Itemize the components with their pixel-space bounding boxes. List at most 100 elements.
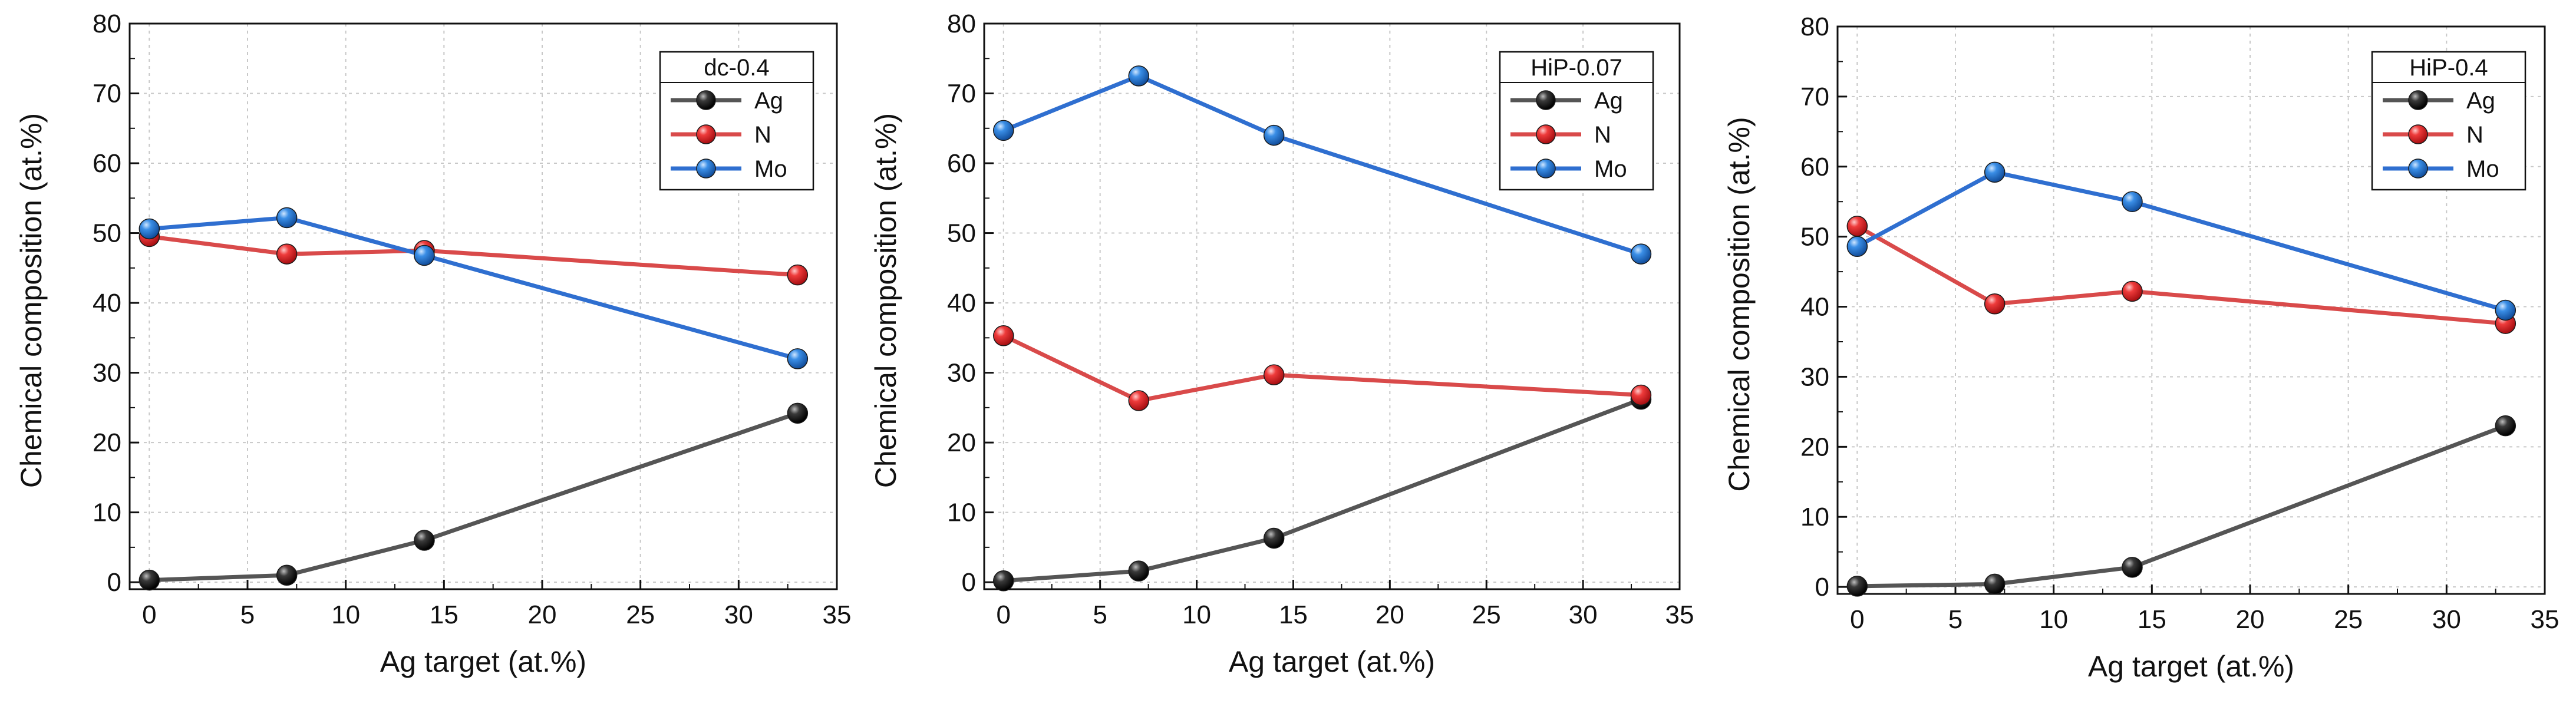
x-tick-label: 5 bbox=[240, 600, 255, 629]
series-markers bbox=[993, 65, 1652, 592]
x-tick-label: 35 bbox=[823, 600, 852, 629]
data-point-mo bbox=[1630, 243, 1652, 265]
data-point-mo bbox=[1984, 161, 2006, 183]
data-point-ag bbox=[1846, 576, 1868, 597]
x-tick-labels: 0 5 10 15 20 25 30 35 bbox=[997, 600, 1694, 629]
y-tick-label: 70 bbox=[1800, 82, 1829, 111]
chart-panel-3: 0 10 20 30 40 50 60 70 80 0 5 10 15 20 2… bbox=[1723, 12, 2559, 683]
data-point-ag bbox=[1984, 573, 2006, 595]
series-line-n bbox=[1856, 224, 2506, 326]
series-lines bbox=[149, 215, 799, 583]
series-lines bbox=[1856, 170, 2506, 589]
data-point-ag bbox=[787, 402, 809, 424]
x-tick-label: 20 bbox=[2236, 605, 2265, 634]
y-tick-label: 50 bbox=[1800, 223, 1829, 252]
data-point-mo bbox=[993, 120, 1014, 141]
y-axis-ticks bbox=[130, 22, 139, 583]
x-tick-label: 10 bbox=[331, 600, 360, 629]
y-axis-ticks bbox=[1838, 25, 1847, 588]
legend-label-mo: Mo bbox=[2466, 156, 2499, 182]
series-line-ag bbox=[149, 411, 799, 583]
y-tick-labels: 0 10 20 30 40 50 60 70 80 bbox=[1800, 12, 1829, 602]
x-tick-label: 10 bbox=[1182, 600, 1211, 629]
y-tick-label: 70 bbox=[93, 80, 121, 108]
series-line-ag bbox=[1857, 424, 2506, 589]
x-tick-label: 35 bbox=[2531, 605, 2559, 634]
legend-label-n: N bbox=[1594, 122, 1611, 148]
legend-swatch-marker-ag bbox=[1536, 90, 1556, 110]
series-line-n bbox=[149, 235, 798, 278]
legend-swatch-marker-ag bbox=[696, 90, 716, 110]
x-tick-label: 20 bbox=[1376, 600, 1404, 629]
data-point-ag bbox=[2122, 557, 2143, 578]
legend-title: dc-0.4 bbox=[704, 55, 769, 81]
data-point-mo bbox=[276, 207, 298, 229]
legend-swatch-marker-mo bbox=[2408, 158, 2428, 179]
y-tick-label: 20 bbox=[93, 428, 121, 457]
series-line-mo bbox=[1856, 170, 2506, 312]
x-axis-ticks bbox=[148, 580, 838, 589]
x-tick-label: 0 bbox=[1850, 605, 1864, 634]
data-point-n bbox=[1630, 384, 1652, 406]
x-tick-label: 25 bbox=[1472, 600, 1501, 629]
y-tick-label: 30 bbox=[1800, 362, 1829, 391]
y-axis-title: Chemical composition (at.%) bbox=[15, 113, 48, 488]
data-point-ag bbox=[993, 570, 1014, 592]
legend-swatch-marker-n bbox=[1536, 124, 1556, 144]
chart-panel-2: 0 10 20 30 40 50 60 70 80 0 5 10 15 20 2… bbox=[869, 9, 1694, 678]
series-lines bbox=[1002, 74, 1642, 583]
data-point-n bbox=[2122, 280, 2143, 302]
legend-swatch-marker-ag bbox=[2408, 90, 2428, 110]
legend: HiP-0.07 Ag N Mo bbox=[1499, 51, 1654, 191]
y-tick-label: 40 bbox=[1800, 293, 1829, 322]
x-axis-title: Ag target (at.%) bbox=[1229, 645, 1435, 678]
data-point-mo bbox=[414, 245, 435, 266]
y-tick-label: 60 bbox=[1800, 153, 1829, 181]
x-tick-label: 30 bbox=[2432, 605, 2461, 634]
y-tick-label: 30 bbox=[93, 359, 121, 388]
x-axis-title: Ag target (at.%) bbox=[380, 645, 586, 678]
y-axis-ticks bbox=[984, 22, 994, 583]
y-tick-label: 40 bbox=[93, 289, 121, 318]
legend-label-ag: Ag bbox=[754, 88, 783, 114]
legend-label-n: N bbox=[754, 122, 771, 148]
y-tick-label: 10 bbox=[93, 498, 121, 527]
y-tick-label: 0 bbox=[962, 568, 976, 597]
x-tick-label: 15 bbox=[2138, 605, 2166, 634]
data-point-mo bbox=[2495, 299, 2516, 321]
plot-frame bbox=[1836, 25, 2546, 595]
legend-label-ag: Ag bbox=[2466, 88, 2495, 114]
legend-swatch-marker-n bbox=[696, 124, 716, 144]
y-tick-label: 40 bbox=[947, 289, 976, 318]
y-tick-label: 50 bbox=[947, 219, 976, 248]
data-point-n bbox=[1128, 390, 1149, 411]
data-point-mo bbox=[138, 218, 160, 240]
x-tick-label: 30 bbox=[724, 600, 753, 629]
y-tick-label: 0 bbox=[1815, 573, 1829, 602]
series-line-mo bbox=[149, 215, 799, 361]
y-tick-label: 50 bbox=[93, 219, 121, 248]
x-tick-label: 5 bbox=[1948, 605, 1962, 634]
legend-title: HiP-0.4 bbox=[2409, 55, 2488, 81]
x-tick-labels: 0 5 10 15 20 25 30 35 bbox=[142, 600, 851, 629]
legend: HiP-0.4 Ag N Mo bbox=[2371, 51, 2526, 191]
data-point-ag bbox=[138, 569, 160, 591]
y-tick-label: 80 bbox=[1800, 12, 1829, 41]
x-tick-label: 0 bbox=[997, 600, 1011, 629]
y-tick-label: 60 bbox=[947, 149, 976, 178]
legend-label-n: N bbox=[2466, 122, 2483, 148]
x-tick-label: 30 bbox=[1569, 600, 1598, 629]
y-axis-title: Chemical composition (at.%) bbox=[869, 113, 902, 488]
x-tick-label: 10 bbox=[2039, 605, 2068, 634]
y-tick-label: 80 bbox=[947, 9, 976, 38]
plot-frame bbox=[128, 22, 838, 590]
y-tick-label: 0 bbox=[107, 568, 121, 597]
series-line-n bbox=[1002, 333, 1641, 403]
data-point-n bbox=[276, 243, 298, 265]
x-tick-label: 35 bbox=[1665, 600, 1694, 629]
legend-swatch-marker-mo bbox=[696, 158, 716, 179]
data-point-mo bbox=[1263, 124, 1285, 146]
legend: dc-0.4 Ag N Mo bbox=[659, 51, 814, 191]
data-point-mo bbox=[2122, 191, 2143, 212]
